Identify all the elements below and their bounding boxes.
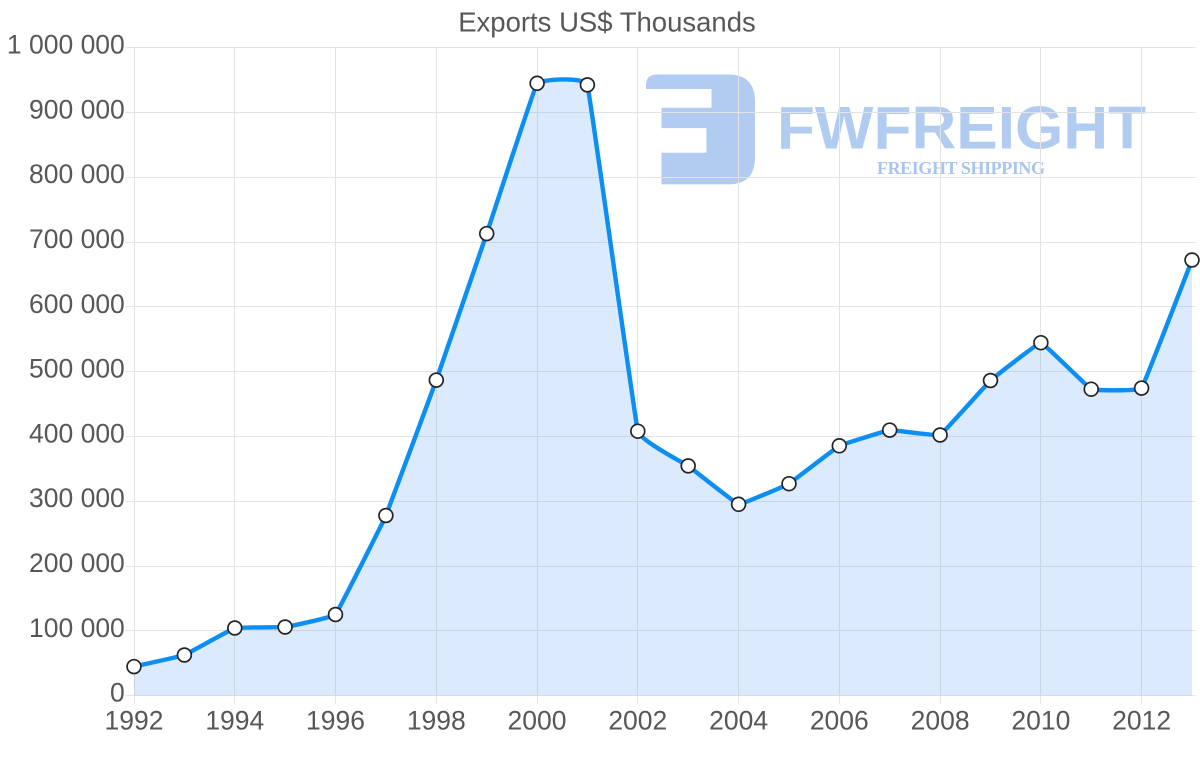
svg-text:1996: 1996	[306, 706, 365, 736]
svg-text:900 000: 900 000	[29, 94, 125, 124]
svg-text:500 000: 500 000	[29, 354, 125, 384]
svg-text:2004: 2004	[709, 706, 768, 736]
svg-text:FWFREIGHT: FWFREIGHT	[777, 94, 1146, 161]
svg-text:1 000 000: 1 000 000	[7, 30, 125, 60]
svg-text:2010: 2010	[1011, 706, 1070, 736]
svg-text:700 000: 700 000	[29, 224, 125, 254]
svg-text:400 000: 400 000	[29, 418, 125, 448]
svg-text:2000: 2000	[508, 706, 567, 736]
svg-text:100 000: 100 000	[29, 613, 125, 643]
svg-text:Exports US$ Thousands: Exports US$ Thousands	[458, 7, 756, 38]
svg-text:FREIGHT SHIPPING: FREIGHT SHIPPING	[877, 158, 1045, 178]
svg-text:2002: 2002	[608, 706, 667, 736]
svg-text:1994: 1994	[205, 706, 264, 736]
svg-text:300 000: 300 000	[29, 483, 125, 513]
svg-text:600 000: 600 000	[29, 289, 125, 319]
svg-text:800 000: 800 000	[29, 159, 125, 189]
svg-text:1992: 1992	[105, 706, 164, 736]
svg-text:2008: 2008	[911, 706, 970, 736]
svg-text:2006: 2006	[810, 706, 869, 736]
svg-text:200 000: 200 000	[29, 548, 125, 578]
svg-text:0: 0	[110, 678, 125, 708]
svg-text:1998: 1998	[407, 706, 466, 736]
svg-text:2012: 2012	[1112, 706, 1171, 736]
